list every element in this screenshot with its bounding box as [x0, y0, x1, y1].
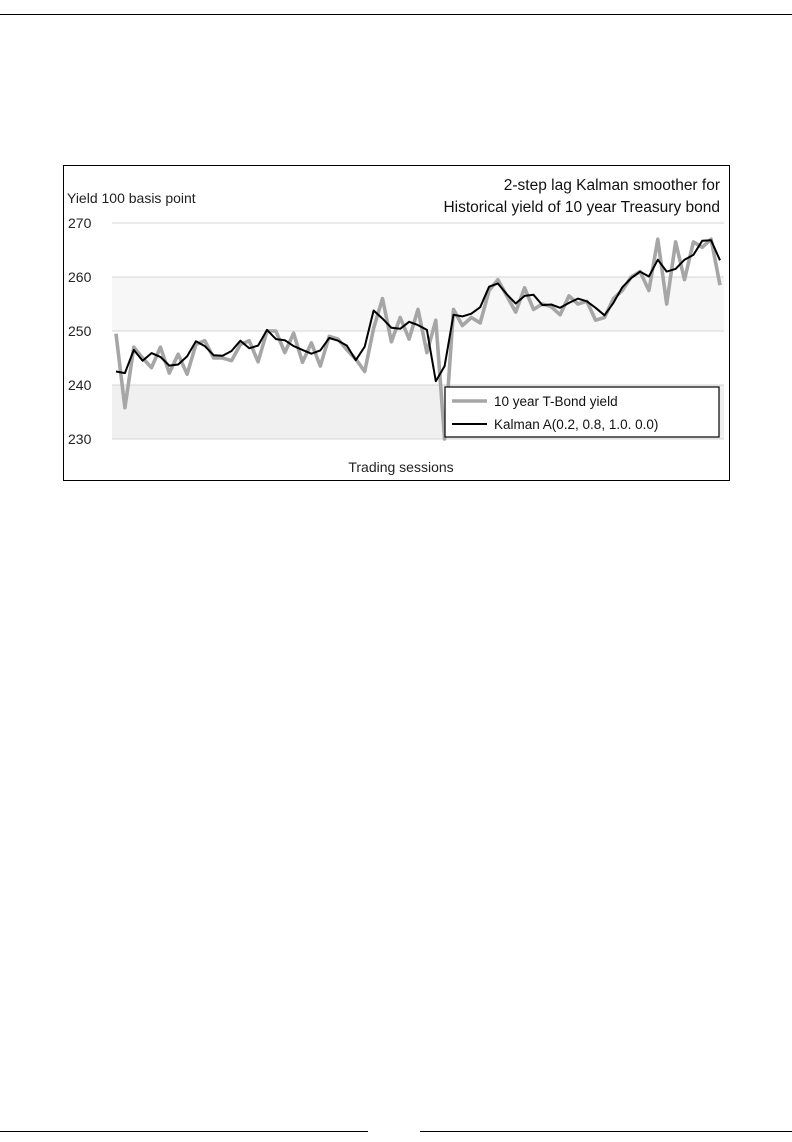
chart-band-upper — [112, 277, 724, 331]
yield-chart: 230 240 250 260 270 2-step lag Kalman smooth… — [67, 177, 724, 475]
footer-rule-left — [0, 1131, 368, 1132]
series-points-kalman — [115, 240, 721, 382]
y-tick-label-270: 270 — [68, 215, 92, 231]
footer-rule-right — [420, 1131, 792, 1132]
y-axis-title: Yield 100 basis point — [67, 190, 196, 206]
y-tick-label-240: 240 — [68, 377, 92, 393]
legend-label-tbond-yield: 10 year T-Bond yield — [494, 394, 618, 409]
y-tick-label-250: 250 — [68, 323, 92, 339]
chart-title-line-1: 2-step lag Kalman smoother for — [504, 177, 720, 194]
x-axis-title: Trading sessions — [348, 459, 453, 475]
chart-title-line-2: Historical yield of 10 year Treasury bon… — [443, 199, 720, 216]
chart-frame: 230 240 250 260 270 2-step lag Kalman smooth… — [63, 165, 730, 481]
series-points-tbond-yield — [115, 239, 721, 440]
legend-label-kalman: Kalman A(0.2, 0.8, 1.0. 0.0) — [494, 417, 658, 432]
top-rule — [0, 14, 792, 15]
legend-box — [444, 386, 720, 438]
grid-lines — [112, 222, 724, 440]
y-tick-label-260: 260 — [68, 269, 92, 285]
y-tick-labels: 230 240 250 260 270 — [68, 215, 92, 447]
y-tick-label-230: 230 — [68, 431, 92, 447]
series-line-kalman — [115, 239, 721, 383]
legend: 10 year T-Bond yield Kalman A(0.2, 0.8, … — [444, 386, 720, 438]
